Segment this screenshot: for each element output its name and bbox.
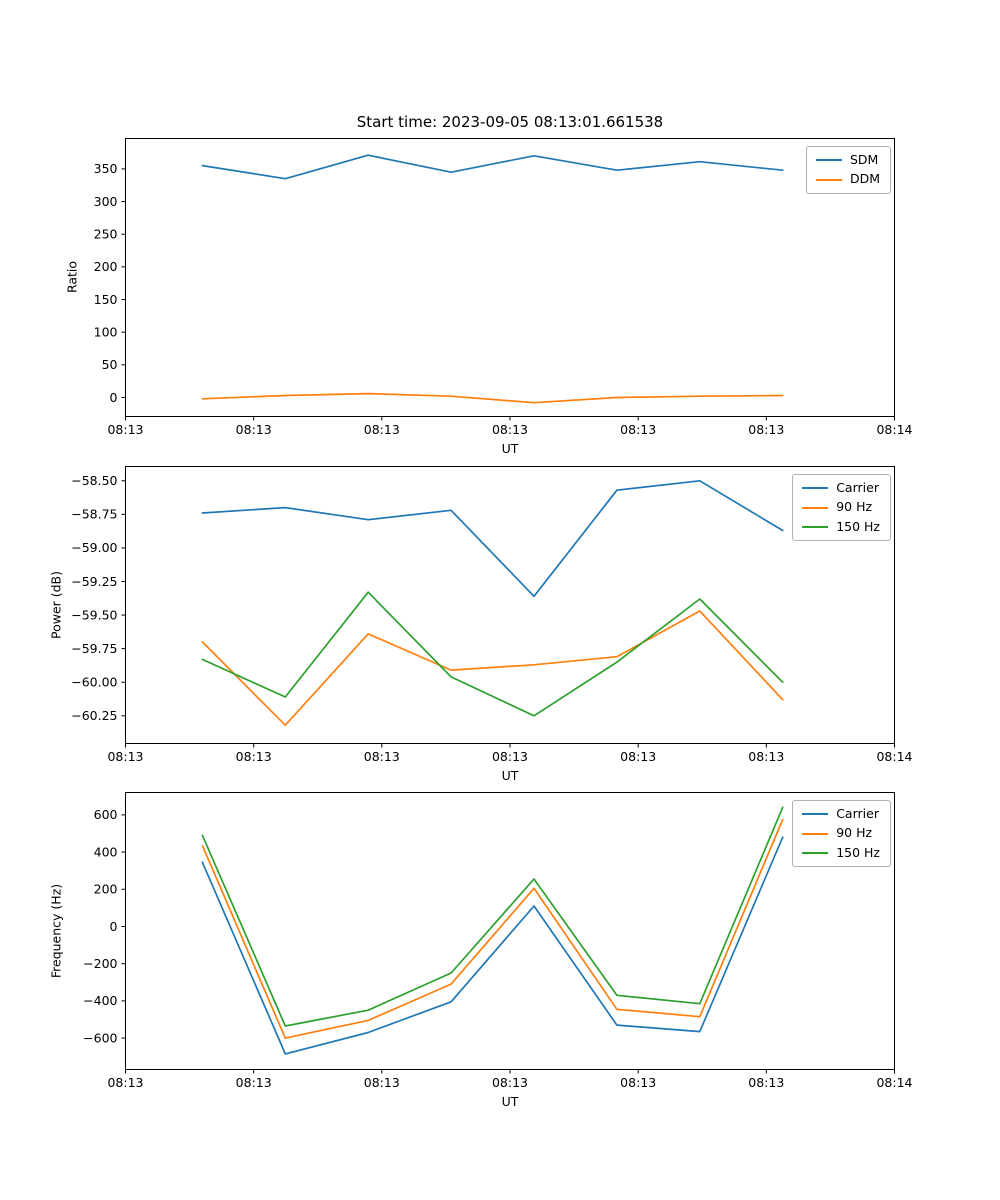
150-hz-line <box>201 591 784 717</box>
y-tick-label: 50 <box>102 357 118 372</box>
90-hz-line <box>201 610 784 727</box>
x-tick-label: 08:13 <box>364 749 400 764</box>
x-tick-label: 08:13 <box>748 422 784 437</box>
legend-item-sdm: SDM <box>815 152 880 167</box>
y-tick-label: 300 <box>94 194 118 209</box>
carrier-line-swatch <box>802 487 829 490</box>
y-tick-label: −58.50 <box>71 473 117 488</box>
y-tick-label: −59.25 <box>71 574 117 589</box>
legend-power: Carrier 90 Hz 150 Hz <box>792 474 891 542</box>
x-tick-label: 08:13 <box>620 749 656 764</box>
figure-title: Start time: 2023-09-05 08:13:01.661538 <box>356 113 664 131</box>
y-tick-label: 350 <box>94 161 118 176</box>
x-tick-label: 08:13 <box>492 749 528 764</box>
legend-frequency: Carrier 90 Hz 150 Hz <box>792 800 891 868</box>
x-axis-label-ut-top: UT <box>501 441 519 456</box>
y-tick-label: −200 <box>83 956 117 971</box>
150-hz-line-swatch <box>802 851 829 854</box>
x-tick-label: 08:13 <box>107 422 143 437</box>
x-tick-label: 08:13 <box>364 422 400 437</box>
legend-label-sdm: SDM <box>849 152 879 167</box>
y-tick-label: −60.25 <box>71 708 117 723</box>
x-tick-label: 08:13 <box>236 749 272 764</box>
x-tick-label: 08:14 <box>876 749 912 764</box>
y-tick-label: 100 <box>94 324 118 339</box>
sdm-line <box>201 154 784 180</box>
x-tick-label: 08:13 <box>236 1075 272 1090</box>
x-tick-label: 08:14 <box>876 1075 912 1090</box>
y-tick-label: −59.00 <box>71 540 117 555</box>
x-ticks: 08:13 08:13 08:13 08:13 08:13 08:13 08:14 <box>107 416 913 437</box>
x-axis-label-ut-bottom: UT <box>501 1094 519 1109</box>
y-tick-label: −59.50 <box>71 607 117 622</box>
axes-box <box>125 792 895 1070</box>
legend-ratio: SDM DDM <box>805 146 891 194</box>
legend-item-carrier: Carrier <box>802 480 880 495</box>
x-tick-label: 08:13 <box>620 422 656 437</box>
y-tick-label: 0 <box>110 919 118 934</box>
x-ticks: 08:13 08:13 08:13 08:13 08:13 08:13 08:14 <box>107 1069 913 1090</box>
y-tick-label: −600 <box>83 1030 117 1045</box>
legend-label-ddm: DDM <box>849 171 880 187</box>
y-tick-label: −59.75 <box>71 641 117 656</box>
x-tick-label: 08:13 <box>620 1075 656 1090</box>
legend-item-carrier: Carrier <box>802 806 880 821</box>
legend-item-90-hz: 90 Hz <box>802 825 880 841</box>
150-hz-line-swatch <box>802 525 829 528</box>
ddm-line-swatch <box>815 178 842 181</box>
legend-item-150-hz: 150 Hz <box>802 518 880 534</box>
legend-label-150-hz: 150 Hz <box>836 518 880 534</box>
x-tick-label: 08:13 <box>748 749 784 764</box>
y-tick-label: 400 <box>94 844 118 859</box>
90-hz-line-swatch <box>802 506 829 509</box>
y-ticks: 0 50 100 150 200 250 300 350 <box>94 161 126 405</box>
y-ticks: −600 −400 −200 0 200 400 600 <box>83 807 126 1045</box>
y-tick-label: 600 <box>94 807 118 822</box>
150-hz-line <box>201 806 784 1027</box>
subplot-power: −60.25 −60.00 −59.75 −59.50 −59.25 −59.00 −58.… <box>71 466 913 764</box>
axes-box <box>125 466 895 744</box>
y-tick-label: 200 <box>94 259 118 274</box>
x-tick-label: 08:13 <box>107 1075 143 1090</box>
legend-label-90-hz: 90 Hz <box>836 825 873 841</box>
ddm-line <box>201 392 784 404</box>
x-tick-label: 08:14 <box>876 422 912 437</box>
x-tick-label: 08:13 <box>364 1075 400 1090</box>
legend-label-90-hz: 90 Hz <box>836 499 873 515</box>
y-tick-label: −60.00 <box>71 675 117 690</box>
x-tick-label: 08:13 <box>492 422 528 437</box>
legend-label-carrier: Carrier <box>836 480 879 495</box>
carrier-line <box>201 479 784 598</box>
series-lines <box>201 479 784 727</box>
y-tick-label: 0 <box>110 390 118 405</box>
x-tick-label: 08:13 <box>107 749 143 764</box>
x-tick-label: 08:13 <box>236 422 272 437</box>
y-tick-label: 150 <box>94 292 118 307</box>
y-tick-label: 200 <box>94 882 118 897</box>
y-tick-label: −58.75 <box>71 507 117 522</box>
legend-label-150-hz: 150 Hz <box>836 844 880 860</box>
y-ticks: −60.25 −60.00 −59.75 −59.50 −59.25 −59.00 −58.… <box>71 473 126 723</box>
axes-box <box>125 138 895 417</box>
x-ticks: 08:13 08:13 08:13 08:13 08:13 08:13 08:14 <box>107 743 913 764</box>
sdm-line-swatch <box>815 159 842 162</box>
y-tick-label: 250 <box>94 227 118 242</box>
x-tick-label: 08:13 <box>748 1075 784 1090</box>
y-tick-label: −400 <box>83 993 117 1008</box>
legend-label-carrier: Carrier <box>836 806 879 821</box>
carrier-line-swatch <box>802 813 829 816</box>
90-hz-line <box>201 818 784 1039</box>
legend-item-ddm: DDM <box>815 171 880 187</box>
series-lines <box>201 154 784 404</box>
legend-item-150-hz: 150 Hz <box>802 844 880 860</box>
series-lines <box>201 806 784 1055</box>
x-axis-label-ut-middle: UT <box>501 768 519 783</box>
x-tick-label: 08:13 <box>492 1075 528 1090</box>
90-hz-line-swatch <box>802 832 829 835</box>
carrier-line <box>201 836 784 1055</box>
legend-item-90-hz: 90 Hz <box>802 499 880 515</box>
